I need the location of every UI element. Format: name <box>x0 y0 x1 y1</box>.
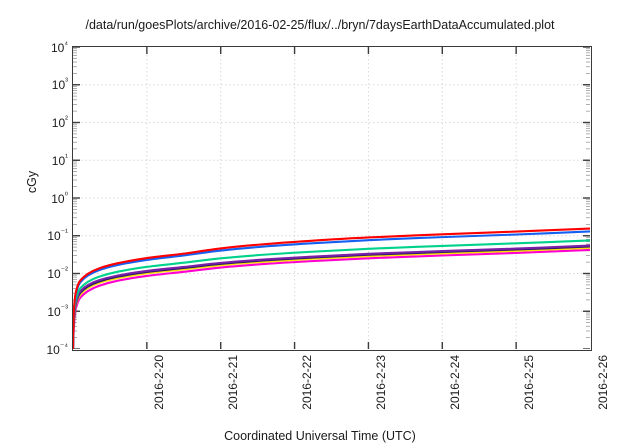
minor-ticks <box>73 48 590 339</box>
y-tick-label: 10⁻³ <box>47 302 68 319</box>
y-tick-label: 10¹ <box>51 151 68 168</box>
series-line <box>73 239 590 349</box>
y-tick-label: 10² <box>51 114 68 131</box>
y-axis-ticks: 10⁴ 10³ 10² 10¹ 10⁰ 10⁻¹ 10⁻² 10⁻³ 10⁻⁴ <box>16 39 69 355</box>
plot-area <box>72 46 592 351</box>
x-tick-label: 2016-2-25 <box>521 355 536 410</box>
y-tick-label: 10⁰ <box>51 189 68 206</box>
y-tick-label: 10⁻⁴ <box>46 340 69 357</box>
y-tick-label: 10⁻¹ <box>47 227 68 244</box>
x-tick-label: 2016-2-26 <box>595 355 610 410</box>
x-tick-label: 2016-2-24 <box>447 355 462 410</box>
x-tick-label: 2016-2-23 <box>374 355 389 410</box>
x-axis-label: Coordinated Universal Time (UTC) <box>224 429 416 443</box>
plot-inner <box>73 47 591 350</box>
series-canvas <box>73 47 590 349</box>
series-line <box>73 248 590 349</box>
y-tick-label: 10⁻² <box>47 265 68 282</box>
y-tick-label: 10³ <box>51 76 68 93</box>
x-tick-label: 2016-2-20 <box>152 355 167 410</box>
series-line <box>73 246 590 349</box>
chart-title: /data/run/goesPlots/archive/2016-02-25/f… <box>85 18 555 32</box>
y-tick-label: 10⁴ <box>50 38 68 55</box>
series-line <box>73 245 590 349</box>
x-tick-label: 2016-2-21 <box>226 355 241 410</box>
x-axis-ticks: 2016-2-20 2016-2-21 2016-2-22 2016-2-23 2016… <box>72 351 609 431</box>
series-line <box>73 227 590 349</box>
x-tick-label: 2016-2-22 <box>300 355 315 410</box>
